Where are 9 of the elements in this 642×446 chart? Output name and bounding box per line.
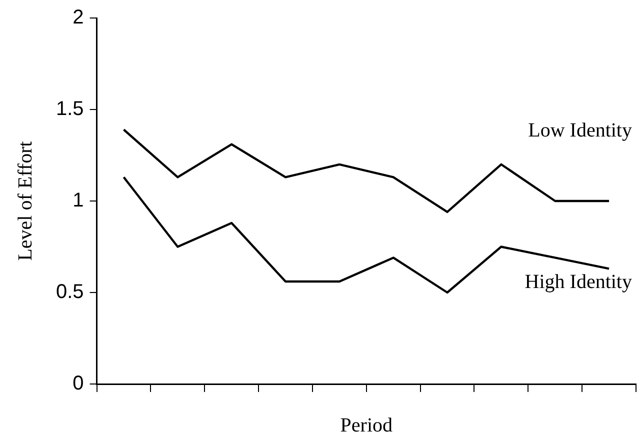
y-axis-title: Level of Effort — [14, 140, 36, 261]
y-tick-label: 0.5 — [56, 281, 84, 304]
y-tick-label: 2 — [72, 6, 84, 29]
series-label: Low Identity — [528, 119, 632, 142]
y-tick-label: 1.5 — [56, 98, 84, 120]
y-tick-label: 0 — [72, 372, 84, 395]
x-axis-title: Period — [340, 414, 393, 436]
y-tick-label: 1 — [72, 190, 84, 212]
series-label: High Identity — [524, 270, 632, 293]
